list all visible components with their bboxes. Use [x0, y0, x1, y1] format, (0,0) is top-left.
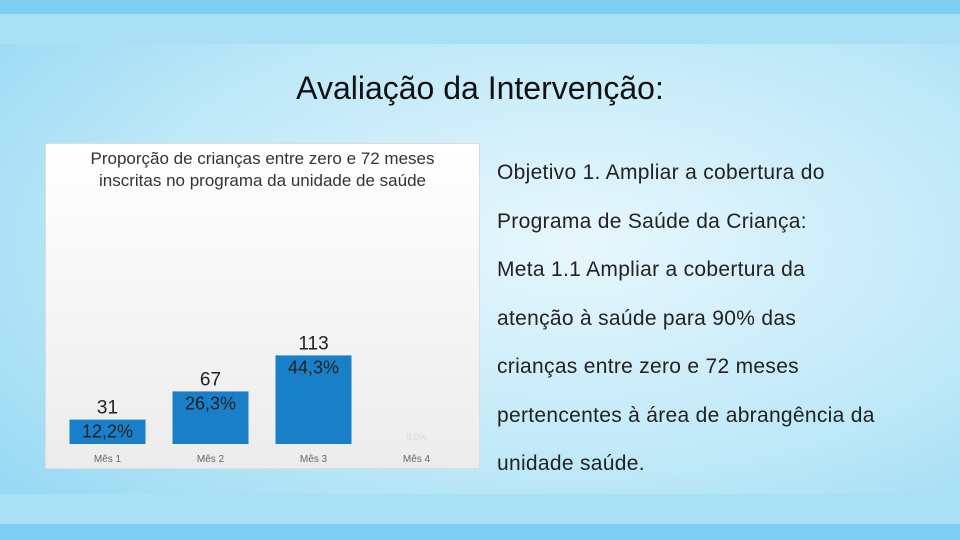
text-block: Objetivo 1. Ampliar a cobertura do Progra… — [497, 155, 957, 495]
text-line: atenção à saúde para 90% das — [497, 306, 797, 330]
bar — [275, 355, 352, 444]
x-tick-label: Mês 3 — [300, 454, 328, 465]
top-band-light — [0, 14, 960, 44]
bottom-band-light — [0, 494, 960, 524]
count-label: 67 — [200, 369, 221, 390]
slide-title: Avaliação da Intervenção: — [296, 70, 664, 106]
value-label: 12,2% — [82, 422, 133, 442]
count-label: 31 — [97, 398, 118, 419]
value-label: 26,3% — [185, 393, 236, 413]
chart: Proporção de crianças entre zero e 72 me… — [69, 149, 435, 465]
text-line: Programa de Saúde da Criança: — [497, 209, 807, 233]
bottom-band — [0, 524, 960, 540]
chart-title-box: Proporção de crianças entre zero e 72 me… — [90, 149, 435, 190]
x-tick-label: Mês 4 — [403, 454, 431, 465]
value-label: 0,0% — [406, 432, 427, 442]
x-tick-label: Mês 2 — [197, 454, 225, 465]
bar — [69, 419, 146, 444]
count-label: 113 — [298, 333, 328, 354]
text-line: Meta 1.1 Ampliar a cobertura da — [497, 258, 806, 281]
text-line: crianças entre zero e 72 meses — [497, 355, 799, 378]
value-label: 44,3% — [288, 357, 339, 377]
x-tick-label: Mês 1 — [94, 454, 122, 465]
top-band — [0, 0, 960, 14]
text-line: pertencentes à área de abrangência da — [497, 403, 875, 427]
bar — [172, 391, 249, 444]
chart-panel: Proporção de crianças entre zero e 72 me… — [45, 143, 480, 469]
text-line: Objetivo 1. Ampliar a cobertura do — [497, 161, 825, 184]
chart-title: Proporção de crianças entre zero e 72 me… — [90, 149, 435, 190]
text-line: unidade saúde. — [497, 452, 645, 475]
